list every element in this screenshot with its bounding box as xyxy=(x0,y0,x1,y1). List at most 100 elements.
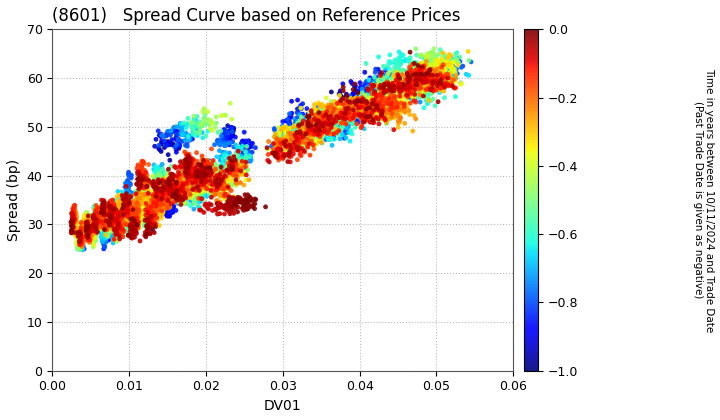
Point xyxy=(301,125,312,131)
Point xyxy=(101,220,112,227)
Point xyxy=(288,141,300,147)
Point xyxy=(360,108,372,115)
Point xyxy=(152,197,163,204)
Point xyxy=(388,115,400,121)
Point xyxy=(348,107,359,113)
Point xyxy=(135,181,146,188)
Point xyxy=(302,114,314,121)
Point xyxy=(113,224,125,231)
Point xyxy=(179,187,191,194)
Point xyxy=(75,244,86,251)
Point xyxy=(123,202,135,208)
Point xyxy=(153,198,164,205)
Point xyxy=(416,65,428,72)
Point xyxy=(233,198,245,205)
Point xyxy=(372,116,384,122)
Point xyxy=(80,223,91,230)
Point xyxy=(295,136,307,143)
Point xyxy=(197,170,208,177)
Point xyxy=(187,180,199,187)
Point xyxy=(143,200,154,207)
Point xyxy=(91,222,102,228)
Point xyxy=(237,158,248,165)
Point xyxy=(328,121,340,127)
Point xyxy=(84,228,95,234)
Point xyxy=(111,222,122,228)
Point xyxy=(98,216,109,223)
Point xyxy=(363,100,374,107)
Point xyxy=(182,176,194,183)
Point xyxy=(399,100,410,107)
Point xyxy=(334,101,346,108)
Point xyxy=(153,191,164,197)
Point xyxy=(195,121,207,128)
Point xyxy=(112,209,124,215)
Point xyxy=(100,228,112,234)
Point xyxy=(104,223,115,230)
Point xyxy=(139,201,150,207)
Point xyxy=(297,129,308,135)
Point xyxy=(134,186,145,193)
Point xyxy=(294,151,306,158)
Point xyxy=(401,79,413,86)
Point xyxy=(144,220,156,227)
Point xyxy=(351,121,363,127)
Point xyxy=(292,133,304,139)
Point xyxy=(317,123,328,129)
Point xyxy=(137,212,148,219)
Point xyxy=(182,171,194,178)
Point xyxy=(181,180,193,186)
Point xyxy=(108,218,120,224)
Point xyxy=(375,97,387,104)
Point xyxy=(204,188,216,195)
Point xyxy=(341,113,353,120)
Point xyxy=(109,209,121,215)
Point xyxy=(121,197,132,204)
Point xyxy=(388,72,400,79)
Point xyxy=(307,119,319,126)
Point xyxy=(211,172,222,179)
Point xyxy=(337,115,348,122)
Point xyxy=(112,222,123,228)
Point xyxy=(289,139,300,146)
Point xyxy=(112,217,123,224)
Point xyxy=(250,196,261,203)
Point xyxy=(277,144,289,150)
Point xyxy=(105,228,117,235)
Point xyxy=(198,173,210,179)
Point xyxy=(164,197,176,203)
Point xyxy=(405,82,416,89)
Point xyxy=(436,61,448,68)
Point xyxy=(110,206,122,213)
Point xyxy=(368,86,379,93)
Point xyxy=(138,210,149,217)
Point xyxy=(423,81,434,88)
Point xyxy=(351,103,362,110)
Point xyxy=(106,216,117,223)
Point xyxy=(181,160,193,167)
Point xyxy=(80,219,91,226)
Point xyxy=(121,218,132,225)
Point xyxy=(112,202,123,209)
Point xyxy=(99,229,111,236)
Point xyxy=(86,233,97,239)
Point xyxy=(346,92,358,99)
Point xyxy=(142,207,153,214)
Point xyxy=(118,201,130,208)
Point xyxy=(122,189,134,195)
Point xyxy=(132,202,144,209)
Point xyxy=(209,189,220,196)
Point xyxy=(423,85,434,92)
Point xyxy=(155,185,166,192)
Point xyxy=(145,231,156,237)
Point xyxy=(366,115,377,121)
Point xyxy=(369,100,381,107)
Point xyxy=(380,65,392,72)
Point xyxy=(146,199,158,205)
Point xyxy=(195,174,207,181)
Point xyxy=(238,143,250,150)
Point xyxy=(138,181,150,187)
Point xyxy=(109,220,120,226)
Point xyxy=(84,228,95,234)
Point xyxy=(76,241,87,248)
